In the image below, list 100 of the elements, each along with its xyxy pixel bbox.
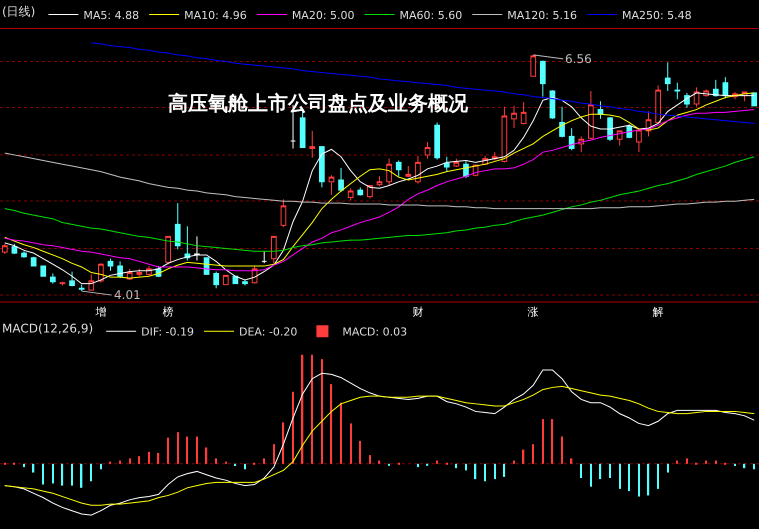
bar [561,436,563,464]
bar [551,419,554,464]
candlestick [136,268,142,277]
bar [350,423,352,464]
candlestick [598,100,604,120]
candlestick [367,185,373,199]
candlestick [434,122,440,160]
legend-label: MACD: 0.03 [342,326,408,339]
candlestick [396,160,402,177]
candlestick [694,86,700,108]
bar [513,460,515,464]
bar [436,460,438,464]
candlestick [60,281,66,286]
candlestick [280,198,286,228]
bar [667,464,669,473]
bar [263,458,265,464]
legend-label: MA10: 4.96 [184,8,247,22]
bar [177,432,179,464]
candlestick [184,226,190,262]
candlestick [568,128,575,151]
bar [32,464,34,473]
bar [301,354,304,464]
bar [273,444,275,464]
bar [186,436,188,464]
bar [657,464,659,489]
bar [743,464,746,468]
legend-label: MA250: 5.48 [622,8,692,22]
bar [196,436,198,464]
bar [119,460,121,464]
bar [686,458,688,464]
legend-title: MACD(12,26,9) [2,321,94,336]
x-tick-label: 增 [94,305,106,318]
candlestick [270,236,277,264]
bar [542,419,544,464]
candlestick [415,155,421,184]
legend-label: MA20: 5.00 [292,8,355,22]
bar [522,450,524,464]
candlestick [30,256,36,267]
bar [484,464,486,482]
candlestick [348,188,354,201]
bar [52,464,54,484]
bar [378,460,380,464]
x-tick-label: 榜 [162,305,174,318]
x-tick-label: 涨 [528,305,539,318]
bar [570,458,572,464]
candlestick [242,279,248,286]
bar [494,464,496,480]
bar [321,359,323,464]
candlestick [530,54,536,77]
candlestick [117,260,123,279]
bar [80,464,82,488]
candlestick [69,271,75,287]
candlestick [21,250,27,258]
bar [42,464,44,485]
bar [417,464,419,468]
bar [61,464,64,486]
legend-label: MA60: 5.60 [400,8,462,22]
bar [100,464,102,470]
annotation: 4.01 [114,288,141,302]
candlestick [319,146,325,188]
bar [638,464,640,497]
candlestick [502,106,508,163]
bar [715,460,717,464]
legend-label: DEA: -0.20 [239,326,298,339]
bar [129,458,131,464]
bar [532,444,534,464]
candlestick [540,60,546,98]
candlestick [454,158,460,168]
bar [157,452,160,464]
legend-label: MA120: 5.16 [507,8,577,22]
bar [705,460,707,464]
bar [474,464,476,480]
bar [292,392,294,464]
candlestick [386,158,392,186]
candlestick [520,102,526,125]
candlestick [222,274,229,286]
bar [359,440,361,464]
bar [465,464,467,470]
candlestick [12,243,18,255]
candlestick [607,116,613,142]
bar [167,438,169,464]
bar [619,464,621,489]
bar [503,464,506,477]
bar [138,456,140,464]
candlestick [376,176,382,187]
bar [647,464,650,496]
candlestick [655,84,661,124]
bar [311,354,313,464]
legend-label: DIF: -0.19 [141,326,194,339]
bar [148,452,150,464]
bar [340,402,342,464]
bar [676,460,678,464]
bar [609,464,611,478]
candlestick [194,236,200,262]
candlestick [424,141,430,160]
bar [205,447,208,464]
bar [599,464,602,480]
candlestick [722,76,728,99]
x-tick-label: 财 [412,305,424,318]
x-tick-label: 解 [652,305,664,318]
